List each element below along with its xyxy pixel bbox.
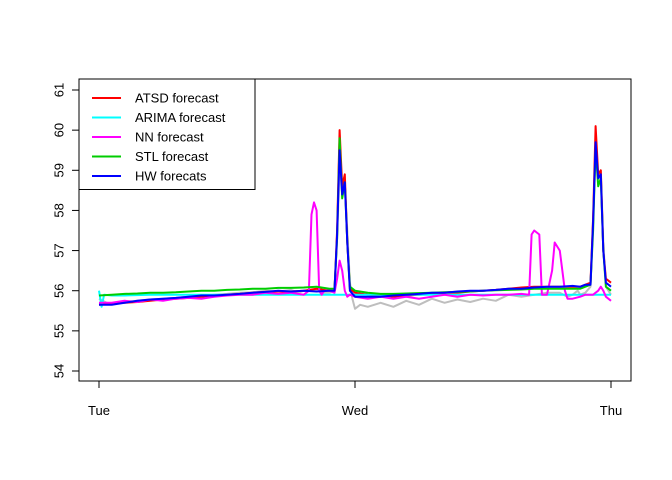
series-line-4 xyxy=(99,141,612,306)
x-tick-label: Tue xyxy=(88,403,110,418)
y-tick-label: 56 xyxy=(52,283,67,297)
legend-label: ARIMA forecast xyxy=(135,110,226,125)
plot-box xyxy=(78,78,632,382)
legend-label: HW forecats xyxy=(135,169,207,184)
series-line-3 xyxy=(98,137,612,297)
y-tick-label: 58 xyxy=(52,203,67,217)
series-lines xyxy=(98,125,612,310)
x-tick-label: Thu xyxy=(600,403,622,418)
x-tick-label: Wed xyxy=(342,403,369,418)
legend-label: ATSD forecast xyxy=(135,91,219,106)
y-tick-label: 59 xyxy=(52,163,67,177)
legend-label: STL forecast xyxy=(135,149,209,164)
legend: ATSD forecast ARIMA forecast NN forecast ST… xyxy=(78,78,256,190)
y-tick-label: 57 xyxy=(52,243,67,257)
y-tick-label: 60 xyxy=(52,123,67,137)
y-tick-label: 61 xyxy=(52,83,67,97)
y-tick-label: 55 xyxy=(52,324,67,338)
legend-label: NN forecast xyxy=(135,130,204,145)
y-tick-label: 54 xyxy=(52,364,67,378)
